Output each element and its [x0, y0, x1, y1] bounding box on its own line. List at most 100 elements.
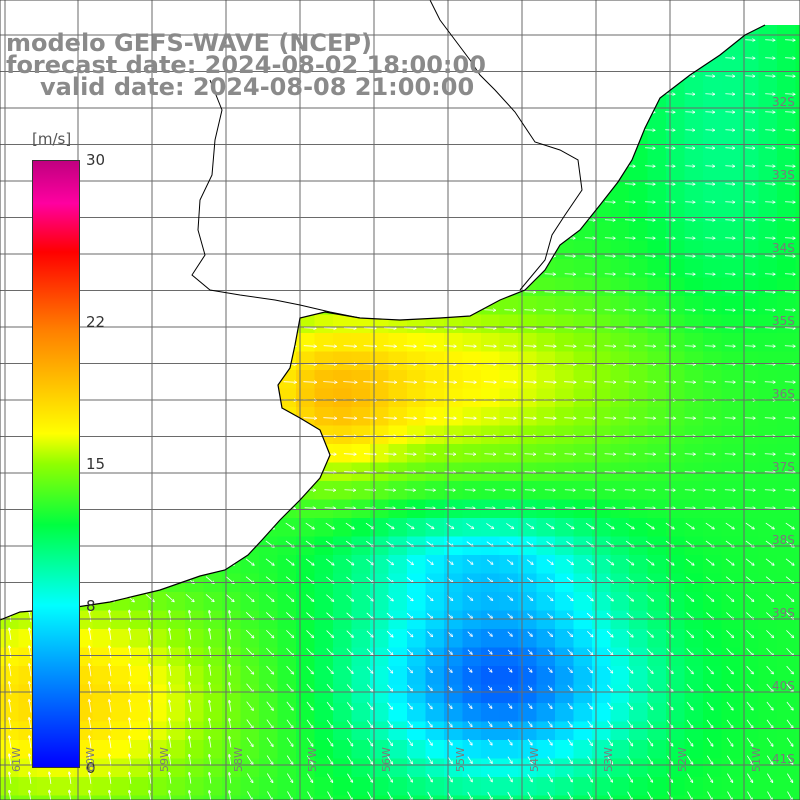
- wind-arrow: [486, 523, 493, 528]
- wind-cell: [222, 758, 242, 778]
- wind-cell: [296, 518, 316, 538]
- wind-cell: [610, 758, 630, 778]
- wind-cell: [536, 425, 556, 445]
- wind-cell: [703, 592, 723, 612]
- wind-cell: [129, 666, 149, 686]
- wind-cell: [407, 444, 427, 464]
- wind-arrow: [323, 328, 336, 329]
- wind-arrow: [325, 558, 334, 565]
- wind-cell: [259, 795, 279, 800]
- wind-cell: [444, 425, 464, 445]
- wind-cell: [777, 703, 797, 723]
- wind-cell: [425, 555, 445, 575]
- wind-cell: [518, 370, 538, 390]
- wind-cell: [684, 351, 704, 371]
- wind-cell: [666, 296, 686, 316]
- wind-cell: [333, 684, 353, 704]
- wind-cell: [425, 573, 445, 593]
- wind-arrow: [326, 612, 333, 620]
- wind-cell: [481, 351, 501, 371]
- wind-cell: [536, 684, 556, 704]
- wind-cell: [740, 388, 760, 408]
- wind-cell: [314, 777, 334, 797]
- wind-arrow: [426, 559, 433, 565]
- wind-cell: [296, 684, 316, 704]
- wind-arrow: [645, 522, 654, 529]
- wind-arrow: [303, 418, 316, 419]
- wind-cell: [388, 721, 408, 741]
- wind-arrow: [286, 612, 293, 619]
- wind-cell: [499, 777, 519, 797]
- wind-cell: [222, 666, 242, 686]
- wind-cell: [647, 259, 667, 279]
- wind-cell: [721, 592, 741, 612]
- wind-cell: [795, 610, 800, 630]
- wind-cell: [351, 407, 371, 427]
- wind-cell: [684, 111, 704, 131]
- wind-cell: [592, 573, 612, 593]
- wind-arrow: [546, 577, 553, 583]
- wind-cell: [740, 55, 760, 75]
- wind-cell: [277, 592, 297, 612]
- wind-cell: [388, 407, 408, 427]
- wind-cell: [277, 758, 297, 778]
- wind-cell: [444, 388, 464, 408]
- wind-cell: [666, 370, 686, 390]
- wind-cell: [629, 314, 649, 334]
- wind-cell: [555, 666, 575, 686]
- wind-cell: [462, 351, 482, 371]
- wind-arrow: [604, 382, 615, 383]
- wind-cell: [425, 518, 445, 538]
- wind-arrow: [745, 522, 754, 529]
- wind-cell: [351, 777, 371, 797]
- wind-cell: [795, 240, 800, 260]
- wind-arrow: [386, 558, 394, 564]
- wind-cell: [703, 296, 723, 316]
- wind-cell: [573, 407, 593, 427]
- wind-cell: [629, 407, 649, 427]
- wind-cell: [370, 555, 390, 575]
- wind-cell: [555, 647, 575, 667]
- wind-cell: [629, 240, 649, 260]
- wind-arrow: [704, 508, 715, 509]
- wind-cell: [592, 259, 612, 279]
- wind-cell: [777, 148, 797, 168]
- wind-arrow: [506, 523, 513, 528]
- wind-cell: [536, 296, 556, 316]
- wind-cell: [296, 333, 316, 353]
- wind-cell: [684, 314, 704, 334]
- wind-cell: [777, 666, 797, 686]
- wind-cell: [610, 277, 630, 297]
- wind-cell: [351, 555, 371, 575]
- wind-cell: [18, 777, 38, 797]
- wind-arrow: [624, 202, 635, 203]
- wind-arrow: [366, 576, 374, 583]
- wind-cell: [703, 259, 723, 279]
- wind-arrow: [544, 382, 556, 383]
- wind-cell: [333, 758, 353, 778]
- wind-cell: [795, 795, 800, 800]
- wind-cell: [185, 592, 205, 612]
- wind-cell: [92, 610, 112, 630]
- wind-cell: [444, 314, 464, 334]
- wind-cell: [592, 407, 612, 427]
- wind-cell: [777, 240, 797, 260]
- wind-cell: [684, 666, 704, 686]
- wind-cell: [129, 610, 149, 630]
- wind-arrow: [343, 328, 356, 329]
- wind-cell: [703, 684, 723, 704]
- wind-cell: [518, 518, 538, 538]
- wind-cell: [388, 647, 408, 667]
- wind-cell: [259, 666, 279, 686]
- wind-cell: [296, 351, 316, 371]
- wind-cell: [351, 666, 371, 686]
- wind-cell: [610, 721, 630, 741]
- wind-cell: [721, 185, 741, 205]
- wind-cell: [740, 314, 760, 334]
- wind-arrow: [306, 594, 313, 602]
- wind-cell: [425, 314, 445, 334]
- wind-cell: [462, 666, 482, 686]
- wind-cell: [314, 592, 334, 612]
- wind-arrow: [744, 418, 755, 419]
- wind-arrow: [564, 310, 575, 311]
